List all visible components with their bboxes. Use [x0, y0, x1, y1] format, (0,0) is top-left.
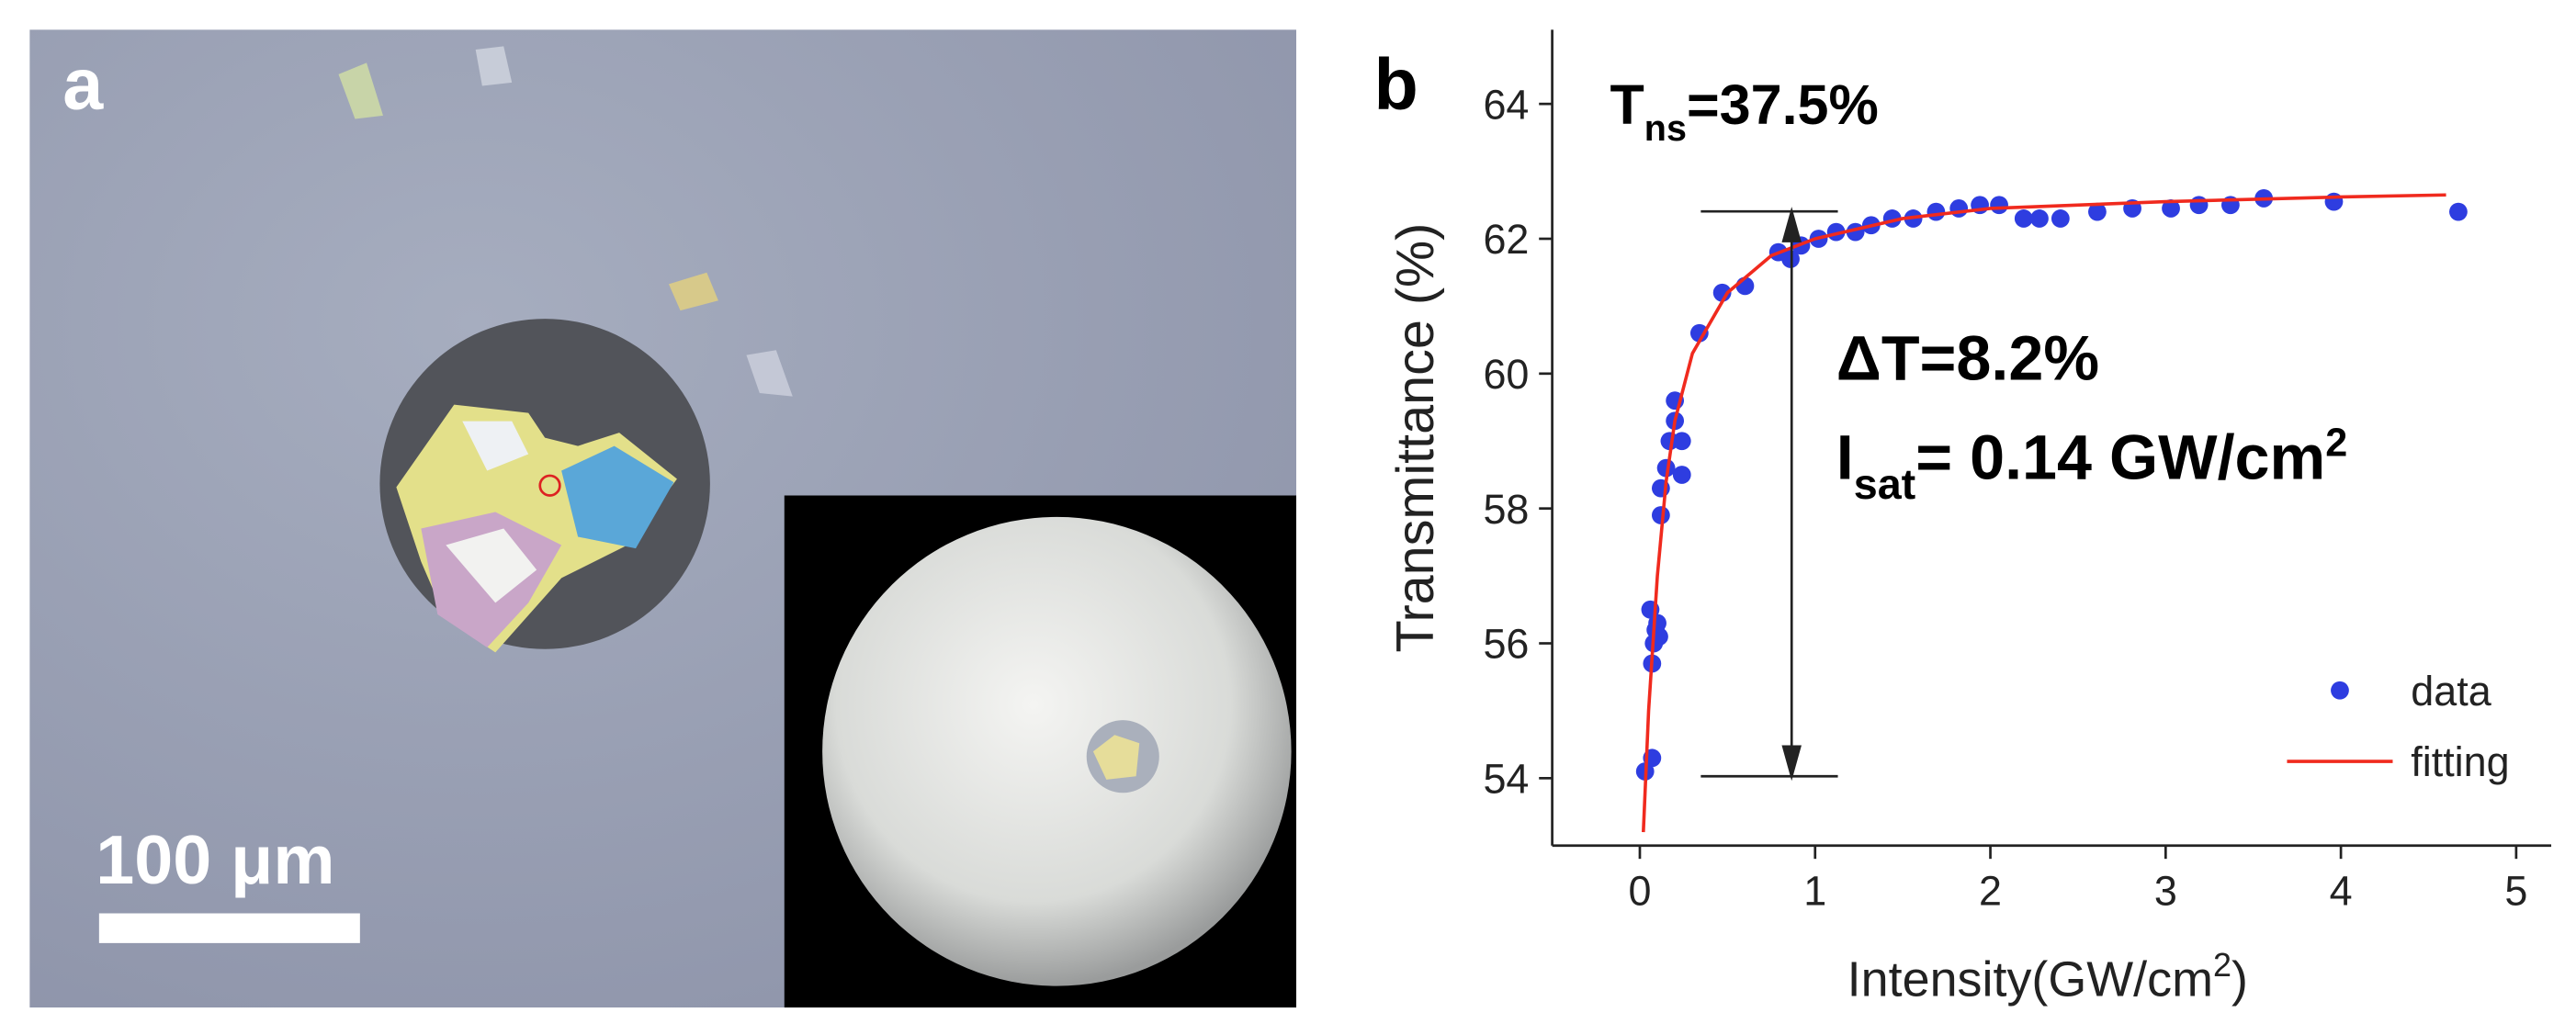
- x-tick-label: 1: [1803, 868, 1826, 915]
- data-point: [1672, 432, 1691, 451]
- y-axis-label: Transmittance (%): [1386, 223, 1445, 653]
- x-axis-label: Intensity(GW/cm2): [1847, 946, 2248, 1007]
- fit-line: [1641, 193, 2446, 833]
- data-point: [1656, 458, 1676, 478]
- x-tick-label: 0: [1628, 868, 1651, 915]
- y-tick-label: 62: [1483, 216, 1529, 263]
- annotation: Tns=37.5%: [1610, 73, 1879, 149]
- annotation-text: = 0.14 GW/cm: [1915, 423, 2325, 493]
- legend-label: fitting: [2411, 738, 2509, 785]
- y-tick-label: 56: [1483, 621, 1529, 668]
- delta-arrow: [1700, 207, 1838, 782]
- plot: 54 56 58 60 62 64 0 1 2 3 4 5 data fitting: [1483, 29, 2552, 915]
- annotation: ΔT=8.2%: [1836, 324, 2099, 394]
- y-tick-label: 60: [1483, 351, 1529, 398]
- data-point: [2014, 209, 2033, 228]
- y-tick-label: 58: [1483, 486, 1529, 533]
- data-point: [2189, 196, 2209, 215]
- x-tick-label: 5: [2504, 868, 2527, 915]
- y-tick-label: 64: [1483, 81, 1529, 128]
- label-text: ): [2231, 951, 2248, 1007]
- data-point: [1651, 506, 1670, 524]
- micrograph: [29, 29, 1296, 1008]
- data-point: [2088, 202, 2107, 221]
- data-point: [2051, 209, 2070, 228]
- data-point: [2030, 209, 2049, 228]
- subscript: ns: [1644, 108, 1687, 149]
- superscript: 2: [2325, 421, 2347, 465]
- data-point: [1949, 199, 1969, 218]
- legend-marker: [2331, 681, 2349, 700]
- annotation: Isat= 0.14 GW/cm2: [1836, 421, 2348, 508]
- data-point: [2324, 192, 2344, 211]
- label-text: Intensity(GW/cm: [1847, 951, 2213, 1007]
- superscript: 2: [2213, 946, 2231, 984]
- legend-label: data: [2411, 668, 2491, 715]
- symbol: I: [1836, 423, 1854, 493]
- data-point: [1990, 196, 2008, 215]
- x-tick-label: 2: [1979, 868, 2002, 915]
- data-point: [2449, 202, 2468, 221]
- x-tick-label: 4: [2330, 868, 2353, 915]
- data-point: [1689, 323, 1709, 343]
- x-tick-label: 3: [2154, 868, 2177, 915]
- annotation-text: =37.5%: [1687, 73, 1879, 136]
- data-point: [1672, 466, 1691, 484]
- panel-label: b: [1373, 43, 1418, 125]
- data-point: [2162, 199, 2180, 218]
- data-point: [1926, 202, 1946, 221]
- scale-bar-label: 100 μm: [96, 822, 334, 899]
- subscript: sat: [1854, 460, 1916, 508]
- panel-label: a: [62, 43, 104, 125]
- symbol: T: [1610, 73, 1644, 136]
- y-tick-label: 54: [1483, 756, 1529, 803]
